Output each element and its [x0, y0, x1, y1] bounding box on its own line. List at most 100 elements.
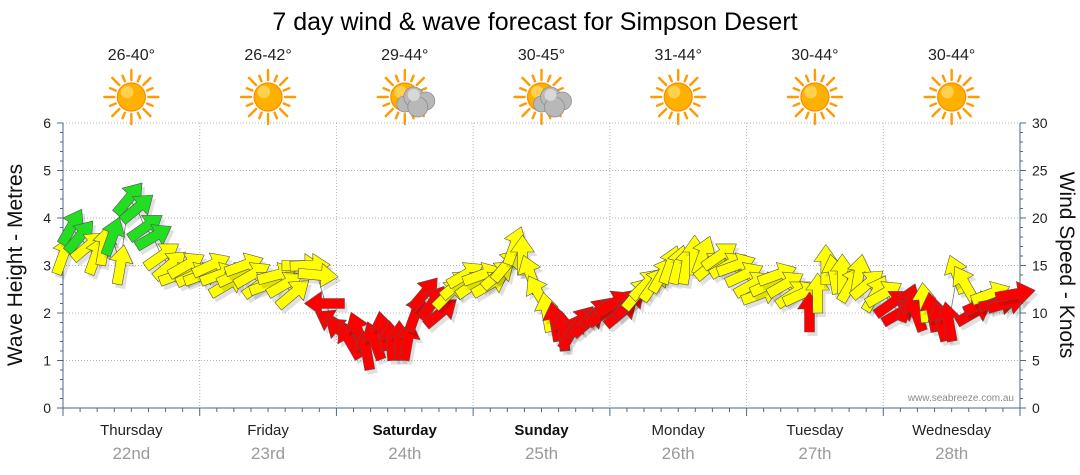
day-name-label: Tuesday — [786, 422, 843, 439]
sun-ray — [941, 74, 947, 83]
sun-ray — [282, 102, 291, 108]
temp-range-label: 30-44° — [791, 47, 838, 64]
left-tick-label: 2 — [43, 305, 51, 321]
right-tick-label: 0 — [1032, 400, 1040, 416]
sun-ray — [121, 111, 127, 120]
sun-ray — [394, 111, 400, 120]
sun-ray — [531, 74, 537, 83]
sun-highlight — [804, 85, 818, 99]
wind-arrow — [297, 263, 339, 288]
sun-ray — [384, 76, 394, 87]
sun-ray — [258, 111, 263, 120]
day-date-label: 25th — [525, 444, 558, 463]
wind-arrow — [118, 194, 154, 225]
sun-ray — [931, 76, 941, 87]
sun-ray — [142, 76, 152, 87]
sun-ray — [521, 76, 531, 87]
sun-ray — [384, 107, 394, 118]
sun-icon — [239, 68, 297, 126]
sun-ray — [657, 107, 668, 118]
sun-ray — [552, 76, 562, 87]
temp-range-label: 26-40° — [108, 47, 155, 64]
sun-ray — [245, 102, 254, 108]
left-tick-label: 3 — [43, 258, 51, 274]
right-tick-label: 15 — [1032, 258, 1048, 274]
cloud-highlight — [407, 89, 420, 101]
sun-highlight — [120, 85, 134, 99]
sun-icon — [650, 68, 707, 126]
sun-icon — [923, 68, 980, 126]
sun-ray — [829, 86, 838, 92]
sun-ray — [966, 102, 975, 108]
temp-range-label: 30-44° — [928, 47, 975, 64]
sun-ray — [668, 74, 673, 83]
sun-ray — [683, 74, 689, 83]
sun-highlight — [941, 85, 954, 99]
right-axis-title: Wind Speed - Knots — [1055, 172, 1078, 359]
sun-ray — [956, 111, 962, 120]
day-date-label: 24th — [388, 444, 421, 463]
sun-ray — [655, 102, 664, 108]
sun-ray — [825, 107, 836, 118]
sun-ray — [410, 74, 415, 83]
sun-ray — [929, 86, 938, 92]
day-date-label: 26th — [662, 444, 695, 463]
sun-ray — [825, 76, 836, 87]
temp-range-label: 29-44° — [381, 47, 428, 64]
sun-ray — [142, 107, 152, 118]
left-tick-label: 4 — [43, 210, 51, 226]
left-tick-label: 5 — [43, 163, 51, 179]
day-name-label: Sunday — [514, 422, 569, 439]
sun-ray — [258, 74, 263, 83]
left-axis-title: Wave Height - Metres — [4, 164, 27, 366]
cloud-highlight — [544, 89, 557, 101]
sun-ray — [519, 86, 527, 92]
day-name-label: Wednesday — [912, 422, 991, 439]
right-tick-label: 25 — [1032, 163, 1048, 179]
sun-ray — [111, 76, 121, 87]
right-tick-label: 20 — [1032, 210, 1048, 226]
sun-ray — [683, 111, 689, 120]
right-tick-label: 10 — [1032, 305, 1048, 321]
sun-ray — [382, 102, 391, 108]
sun-disc — [116, 82, 146, 112]
day-name-label: Saturday — [373, 422, 438, 439]
sun-ray — [247, 107, 258, 118]
wind-arrow — [108, 244, 134, 286]
sun-ray — [668, 111, 673, 120]
sun-ray — [145, 102, 154, 108]
temp-range-label: 26-42° — [244, 47, 291, 64]
sun-ray — [282, 86, 291, 92]
sun-disc — [253, 82, 283, 112]
sun-highlight — [257, 85, 271, 99]
sun-ray — [278, 107, 289, 118]
sun-ray — [692, 102, 701, 108]
sun-icon — [103, 68, 160, 126]
wind-arrow — [510, 234, 535, 276]
sun-cloud-icon — [376, 68, 436, 126]
sun-ray — [689, 107, 699, 118]
sun-ray — [962, 76, 972, 87]
day-labels: Thursday 22nd Friday 23rd Saturday 24th Sunday… — [100, 422, 992, 463]
sun-ray — [657, 76, 668, 87]
sun-ray — [962, 107, 972, 118]
day-date-label: 27th — [798, 444, 831, 463]
axes: 0 1 2 3 4 5 6 0 5 10 15 20 25 30 — [43, 115, 1048, 416]
sun-ray — [136, 74, 142, 83]
sun-ray — [820, 74, 825, 83]
temp-range-label: 31-44° — [655, 47, 702, 64]
sun-ray — [931, 107, 941, 118]
sun-ray — [956, 74, 962, 83]
sun-ray — [521, 107, 531, 118]
sun-ray — [245, 86, 254, 92]
sun-ray — [247, 76, 258, 87]
sun-ray — [820, 111, 825, 120]
right-tick-label: 30 — [1032, 115, 1048, 131]
day-date-label: 28th — [935, 444, 968, 463]
sun-ray — [689, 76, 699, 87]
sun-disc — [800, 82, 830, 112]
sun-ray — [108, 86, 117, 92]
sun-ray — [829, 102, 838, 108]
right-tick-label: 5 — [1032, 353, 1040, 369]
sun-cloud-icon — [513, 68, 572, 126]
